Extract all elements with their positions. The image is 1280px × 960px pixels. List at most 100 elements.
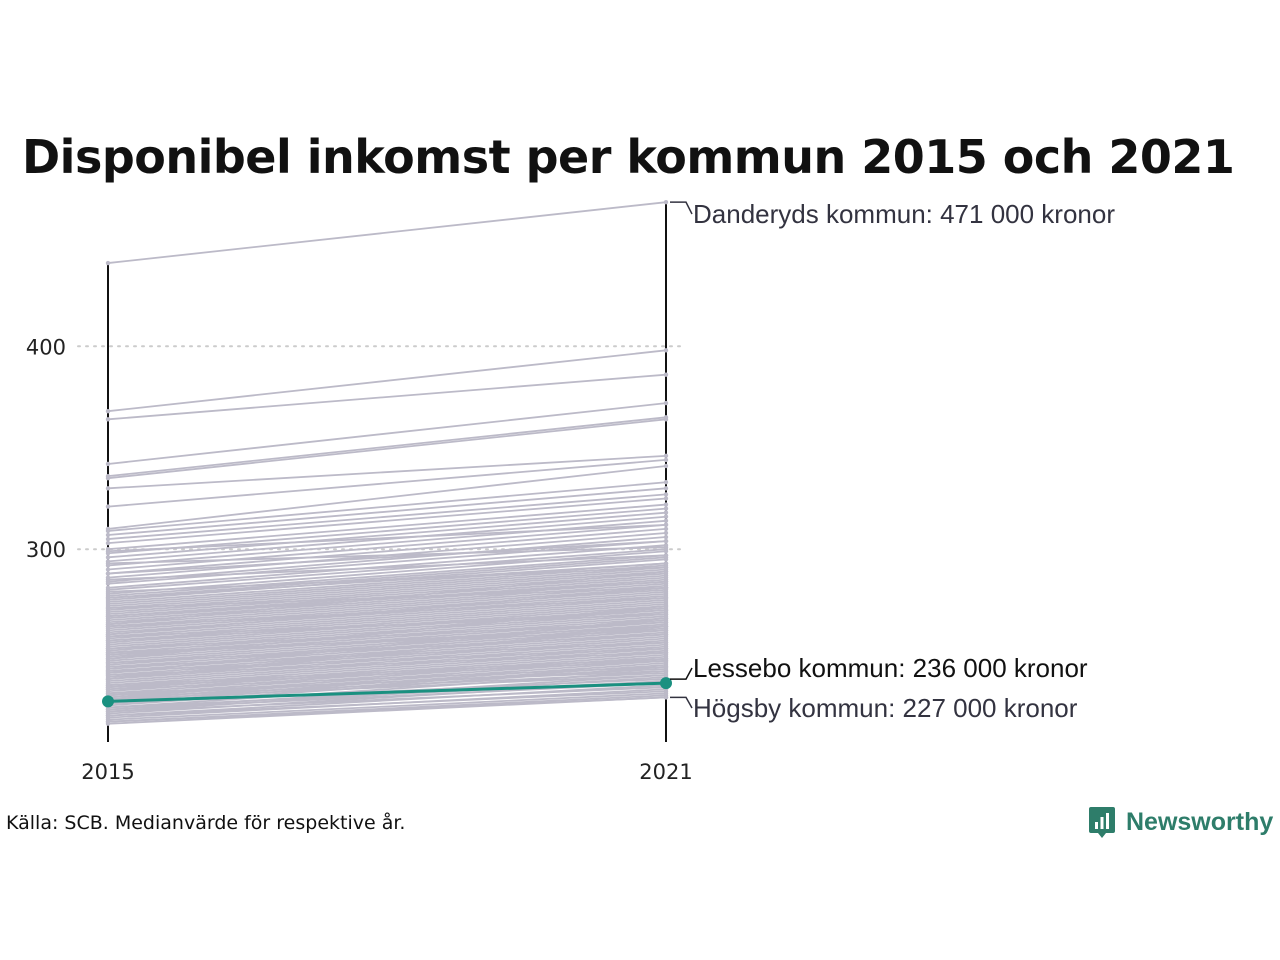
series-line [107,666,667,691]
series-point [663,417,669,422]
series-point [663,672,669,678]
series-line [107,465,667,530]
series-point [663,695,669,700]
series-line [107,454,667,490]
series-point [663,632,669,637]
series-point [663,569,669,574]
series-line [107,570,667,611]
series-line [107,651,667,676]
series-line [107,641,667,668]
series-point [663,689,669,694]
series-point [105,475,111,481]
series-point [105,504,111,509]
series-point [663,650,669,655]
series-point [663,656,669,661]
series-point [105,532,111,538]
series-point [663,646,669,651]
chart-title: Disponibel inkomst per kommun 2015 och 2… [22,130,1235,184]
series-line [107,586,667,628]
series-point [105,638,111,643]
series-line [107,657,667,687]
series-line [107,613,667,654]
series-line [107,629,667,654]
background-series [105,199,669,726]
series-line [107,635,667,676]
series-line [107,670,667,695]
series-line [107,548,667,591]
series-point [663,480,669,485]
series-line [107,373,667,421]
series-line [107,562,667,599]
series-line [107,586,667,609]
series-point [663,199,669,205]
highlight-line [107,681,667,703]
series-line [107,459,667,508]
series-point [105,656,111,661]
series-point [105,713,111,718]
series-line [107,523,667,571]
series-line [107,566,667,607]
annotations: Danderyds kommun: 471 000 kronor Lessebo … [670,199,1115,723]
series-line [107,515,667,563]
series-line [107,574,667,616]
series-line [107,633,667,664]
series-line [107,416,667,478]
series-point [105,622,111,627]
brand-name: Newsworthy [1126,807,1274,836]
series-line [107,566,667,593]
series-point [663,603,669,609]
series-line [107,586,667,636]
series-line [107,546,667,565]
series-line [107,418,667,480]
series-line [107,609,667,650]
series-line [107,690,667,717]
series-point [663,518,669,523]
annotation-label: Högsby kommun: 227 000 kronor [693,693,1078,723]
series-point [105,561,111,566]
series-point [663,348,669,353]
series-point [663,453,669,459]
series-point [105,528,111,534]
series-line [107,523,667,553]
series-point [105,577,111,582]
series-point [105,660,111,666]
series-point [663,530,669,536]
series-line [107,507,667,555]
series-point [105,721,111,726]
series-line [107,481,667,532]
series-point [105,691,111,696]
series-point [105,646,111,651]
series-line [107,568,667,609]
series-point [105,260,111,266]
series-line [107,641,667,683]
series-line [107,554,667,597]
series-point [105,605,111,611]
series-point [105,613,111,619]
series-point [105,555,111,560]
series-line [107,647,667,672]
series-point [663,640,669,645]
series-point [663,668,669,674]
series-point [105,409,111,414]
series-line [107,540,667,585]
series-point [663,400,669,406]
series-point [663,538,669,544]
newsworthy-logo[interactable]: Newsworthy [1088,804,1273,840]
annotation-leader [670,696,693,709]
series-point [663,457,669,463]
series-line [107,617,667,674]
series-point [663,502,669,507]
series-line [107,536,667,583]
series-point [105,707,111,712]
series-line [107,201,667,264]
series-point [105,536,111,542]
annotation-leader [670,667,693,680]
series-point [105,652,111,657]
series-line [107,528,667,575]
series-point [105,672,111,678]
series-line [107,684,667,717]
series-line [107,613,667,638]
series-point [663,561,669,566]
tick-labels: 300 400 2015 2021 [26,335,693,784]
series-point [105,567,111,572]
